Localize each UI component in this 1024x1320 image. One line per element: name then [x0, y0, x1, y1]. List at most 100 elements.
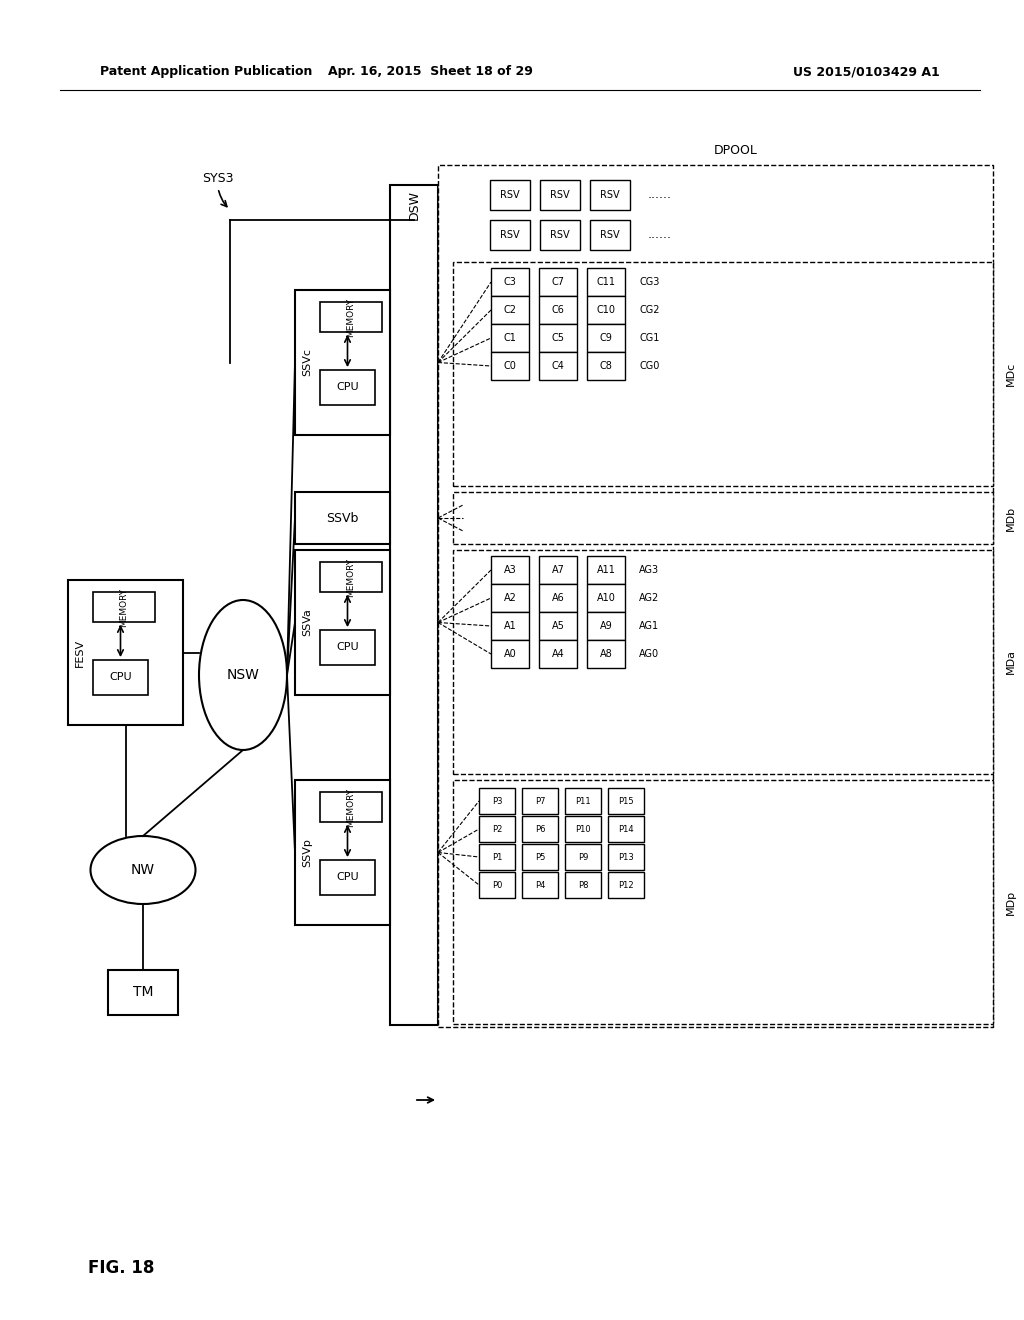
Text: P5: P5 — [535, 853, 545, 862]
Bar — [319, 302, 382, 333]
Text: P7: P7 — [535, 796, 545, 805]
Text: P3: P3 — [492, 796, 502, 805]
Bar — [539, 612, 577, 640]
Text: RSV: RSV — [600, 230, 620, 240]
Text: A8: A8 — [600, 649, 612, 659]
Bar — [319, 861, 375, 895]
Text: MEMORY: MEMORY — [120, 587, 128, 627]
Text: C10: C10 — [597, 305, 615, 315]
Text: DSW: DSW — [408, 190, 421, 220]
Bar — [539, 268, 577, 296]
Bar — [539, 323, 577, 352]
Bar — [608, 843, 644, 870]
Text: MDc: MDc — [1006, 362, 1016, 387]
Bar — [587, 612, 625, 640]
Bar — [108, 970, 178, 1015]
Text: P14: P14 — [618, 825, 634, 833]
Text: C8: C8 — [600, 360, 612, 371]
Text: FESV: FESV — [75, 639, 85, 667]
Bar — [319, 370, 375, 405]
Text: RSV: RSV — [550, 230, 569, 240]
Text: P0: P0 — [492, 880, 502, 890]
Text: C1: C1 — [504, 333, 516, 343]
Bar — [490, 583, 529, 612]
Text: SSVa: SSVa — [302, 609, 312, 636]
Bar — [587, 268, 625, 296]
Bar — [490, 556, 529, 583]
Bar — [539, 640, 577, 668]
Text: SYS3: SYS3 — [202, 172, 233, 185]
Bar — [479, 873, 515, 898]
Text: SSVb: SSVb — [327, 511, 358, 524]
Bar — [539, 556, 577, 583]
Text: SSVc: SSVc — [302, 348, 312, 376]
Text: MEMORY: MEMORY — [346, 557, 355, 597]
Bar — [453, 550, 993, 774]
Text: Apr. 16, 2015  Sheet 18 of 29: Apr. 16, 2015 Sheet 18 of 29 — [328, 66, 532, 78]
Text: NW: NW — [131, 863, 155, 876]
Bar — [539, 583, 577, 612]
Ellipse shape — [90, 836, 196, 904]
Text: P8: P8 — [578, 880, 588, 890]
Bar — [479, 816, 515, 842]
Bar — [539, 352, 577, 380]
Bar — [453, 261, 993, 486]
Text: RSV: RSV — [500, 190, 520, 201]
Text: C11: C11 — [597, 277, 615, 286]
Bar — [319, 630, 375, 665]
Bar — [540, 220, 580, 249]
Text: A0: A0 — [504, 649, 516, 659]
Text: Patent Application Publication: Patent Application Publication — [100, 66, 312, 78]
Text: P12: P12 — [618, 880, 634, 890]
Text: CPU: CPU — [336, 383, 358, 392]
Ellipse shape — [199, 601, 287, 750]
Bar — [608, 873, 644, 898]
Text: FIG. 18: FIG. 18 — [88, 1259, 155, 1276]
Bar — [590, 220, 630, 249]
Text: MEMORY: MEMORY — [346, 297, 355, 337]
Bar — [608, 788, 644, 814]
Bar — [587, 323, 625, 352]
Bar — [453, 492, 993, 544]
Text: AG0: AG0 — [639, 649, 659, 659]
Text: MDb: MDb — [1006, 506, 1016, 531]
Text: AG1: AG1 — [639, 620, 659, 631]
Text: P11: P11 — [575, 796, 591, 805]
Text: A5: A5 — [552, 620, 564, 631]
Text: A2: A2 — [504, 593, 516, 603]
Text: P15: P15 — [618, 796, 634, 805]
Bar — [479, 843, 515, 870]
Text: A11: A11 — [597, 565, 615, 576]
Text: CPU: CPU — [110, 672, 132, 682]
Text: C7: C7 — [552, 277, 564, 286]
Text: P6: P6 — [535, 825, 545, 833]
Text: A3: A3 — [504, 565, 516, 576]
Text: CPU: CPU — [336, 643, 358, 652]
Bar — [93, 591, 155, 622]
Bar — [319, 562, 382, 591]
Bar — [68, 579, 183, 725]
Bar — [295, 780, 390, 925]
Text: TM: TM — [133, 986, 154, 999]
Text: RSV: RSV — [500, 230, 520, 240]
Text: A7: A7 — [552, 565, 564, 576]
Text: P9: P9 — [578, 853, 588, 862]
Bar — [319, 792, 382, 822]
Text: CPU: CPU — [336, 873, 358, 883]
Text: P1: P1 — [492, 853, 502, 862]
Bar — [565, 816, 601, 842]
Text: C5: C5 — [552, 333, 564, 343]
Text: P10: P10 — [575, 825, 591, 833]
Bar — [490, 352, 529, 380]
Bar — [565, 788, 601, 814]
Bar — [490, 268, 529, 296]
Text: C6: C6 — [552, 305, 564, 315]
Text: CG2: CG2 — [639, 305, 659, 315]
Text: CG0: CG0 — [639, 360, 659, 371]
Bar — [587, 296, 625, 323]
Bar — [390, 185, 438, 1026]
Text: MDp: MDp — [1006, 890, 1016, 915]
Text: RSV: RSV — [550, 190, 569, 201]
Bar — [295, 492, 390, 544]
Bar — [490, 296, 529, 323]
